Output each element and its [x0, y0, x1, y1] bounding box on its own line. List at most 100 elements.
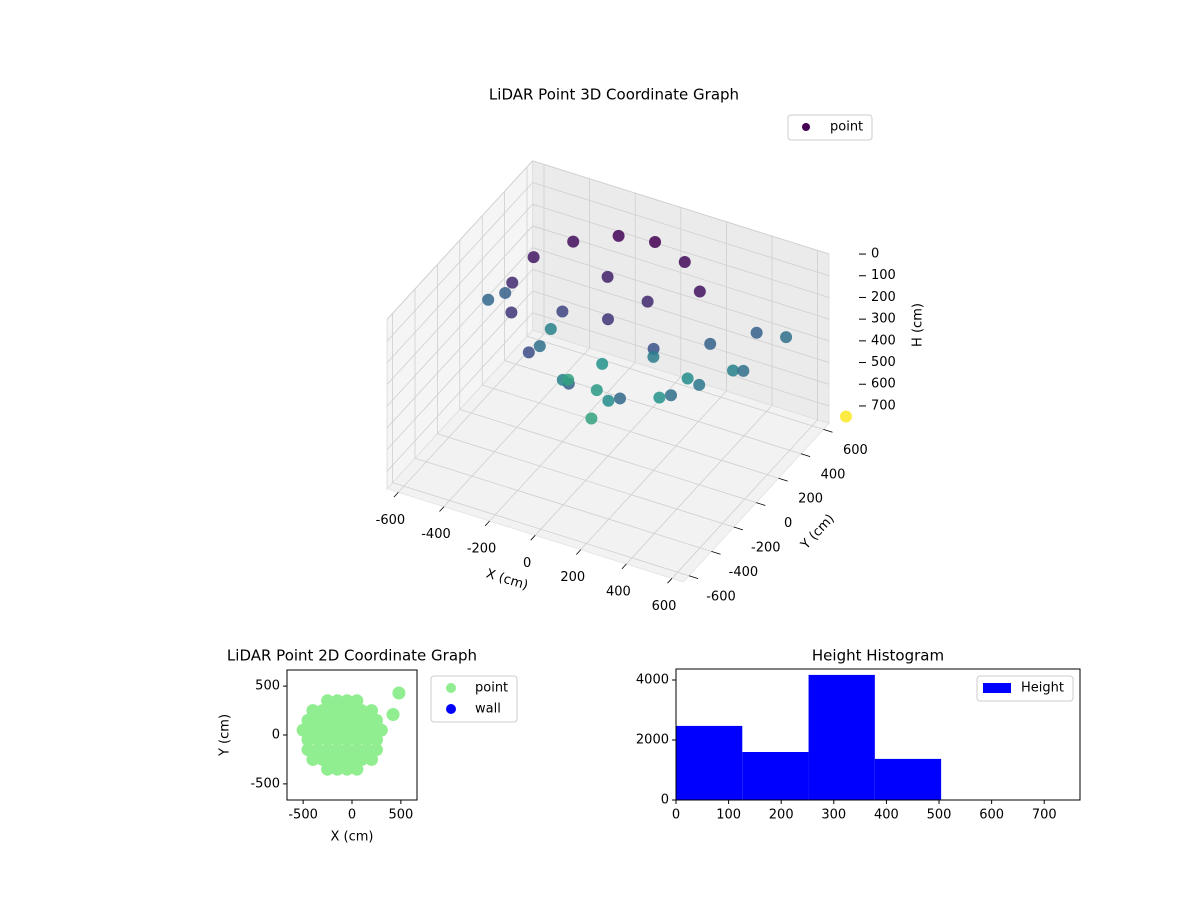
point — [335, 752, 349, 766]
y-tick — [756, 502, 766, 506]
point — [355, 752, 369, 766]
grid-line — [386, 203, 533, 364]
point — [505, 306, 518, 319]
point — [321, 733, 335, 747]
point — [340, 694, 354, 708]
point — [321, 694, 335, 708]
z-tick-label: 500 — [871, 355, 896, 370]
point — [647, 350, 660, 363]
y-tick-label: -500 — [250, 776, 280, 791]
legend-box — [430, 675, 518, 723]
point — [693, 378, 706, 391]
point — [365, 723, 379, 737]
point — [330, 694, 344, 708]
grid-line — [386, 225, 533, 385]
y-tick — [733, 526, 744, 531]
x-tick — [393, 492, 399, 498]
z-tick-label: 0 — [871, 247, 879, 262]
point — [727, 364, 739, 377]
x-tick-label: 500 — [927, 808, 952, 823]
point — [335, 704, 349, 718]
z-tick-label: 600 — [871, 377, 896, 392]
x-tick-label: 100 — [716, 808, 741, 823]
y-axis-label: Y (cm) — [218, 714, 233, 757]
legend-box — [976, 675, 1074, 702]
y-tick — [778, 477, 788, 482]
legend-label: point — [475, 681, 508, 696]
point — [340, 713, 354, 727]
point — [340, 743, 354, 757]
x-tick-label: 700 — [1032, 808, 1057, 823]
point — [296, 723, 310, 737]
point — [556, 305, 569, 318]
point — [355, 723, 369, 737]
grid-line — [437, 433, 734, 528]
point — [306, 704, 320, 718]
point — [601, 270, 614, 283]
grid-line — [532, 247, 830, 342]
grid-line — [459, 409, 757, 503]
x-tick-label: -500 — [288, 808, 318, 823]
point — [527, 251, 540, 264]
legend-marker — [446, 683, 456, 693]
grid-line — [504, 360, 802, 455]
z-tick-label: 400 — [871, 333, 896, 348]
x-tick-label: 0 — [672, 808, 680, 823]
x-tick — [667, 578, 673, 584]
point — [750, 326, 763, 339]
point — [350, 713, 364, 727]
point — [374, 723, 388, 737]
point — [544, 322, 557, 335]
point — [678, 255, 691, 268]
y-tick — [823, 429, 833, 433]
y-tick-label: -200 — [751, 541, 781, 556]
point — [360, 713, 374, 727]
bar — [874, 758, 942, 800]
point — [330, 762, 344, 776]
point — [306, 752, 320, 766]
point — [350, 694, 364, 708]
y-tick-label: 0 — [272, 728, 280, 743]
grid-line — [392, 482, 690, 577]
grid-line — [532, 290, 830, 385]
x-tick-label: -200 — [467, 541, 497, 556]
point — [596, 357, 609, 370]
point — [311, 743, 325, 757]
point — [693, 285, 706, 298]
grid-line — [532, 160, 830, 255]
legend-label: wall — [475, 702, 501, 717]
x-tick — [439, 506, 445, 512]
point — [365, 752, 379, 766]
point — [369, 713, 383, 727]
x-tick-label: 0 — [348, 808, 356, 823]
point — [562, 373, 575, 386]
point — [369, 733, 383, 747]
point — [365, 704, 379, 718]
point — [325, 704, 339, 718]
point — [301, 713, 315, 727]
point — [369, 743, 383, 757]
x-tick-label: 500 — [388, 808, 413, 823]
chart-title: LiDAR Point 3D Coordinate Graph — [489, 86, 739, 104]
legend-box — [787, 114, 873, 141]
point — [653, 391, 666, 404]
point — [499, 286, 512, 299]
point — [649, 236, 662, 249]
point — [350, 733, 364, 747]
x-tick-label: 400 — [606, 584, 631, 599]
point — [590, 384, 603, 397]
point — [306, 723, 320, 737]
point — [585, 412, 598, 425]
bar — [742, 752, 809, 800]
point — [780, 331, 793, 344]
point — [345, 704, 359, 718]
y-tick-label: 500 — [255, 679, 280, 694]
point — [350, 743, 364, 757]
y-tick — [711, 551, 721, 555]
chart-title: Height Histogram — [812, 647, 944, 665]
legend-label: Height — [1021, 681, 1064, 696]
x-tick — [576, 549, 582, 555]
point — [340, 733, 354, 747]
grid-line — [532, 268, 830, 363]
point — [330, 743, 344, 757]
